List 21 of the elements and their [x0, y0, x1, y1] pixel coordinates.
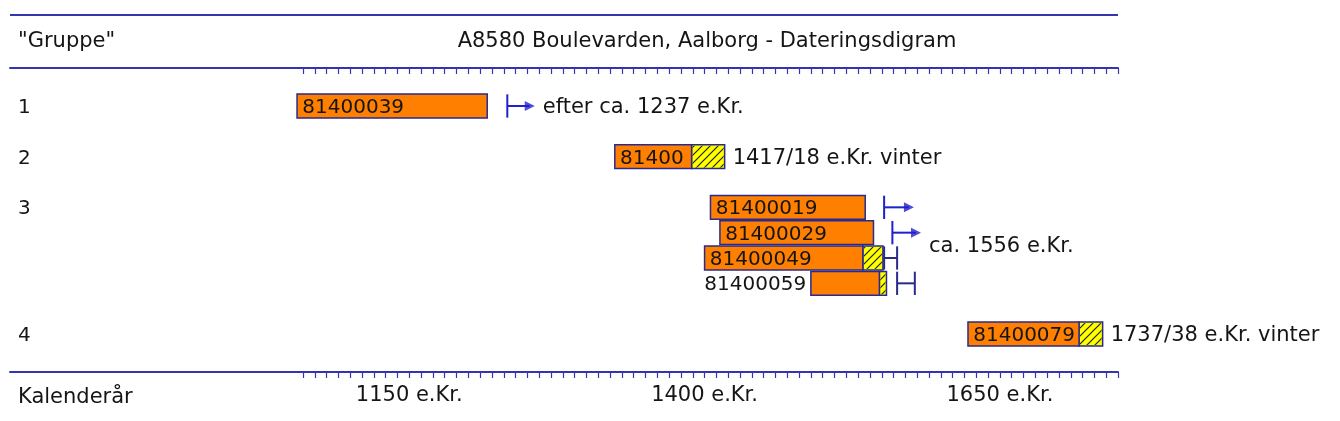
y-tick-label: 4 — [18, 322, 31, 346]
y-tick-label: 3 — [18, 195, 31, 220]
annotation: efter ca. 1237 e.Kr. — [542, 93, 744, 119]
series-label: 81400049 — [709, 246, 812, 270]
chart-title: A8580 Boulevarden, Aalborg - Dateringsdigram — [457, 27, 957, 53]
x-tick-label: 1400 e.Kr. — [651, 381, 758, 406]
series-label: 81400 — [620, 144, 684, 169]
y-tick-label: 1 — [18, 94, 31, 118]
x-tick-label: 1150 e.Kr. — [355, 381, 463, 406]
series-label: 81400059 — [704, 271, 807, 296]
annotation: 1417/18 e.Kr. vinter — [732, 143, 942, 170]
series-label: 81400039 — [302, 94, 405, 118]
series-label: 81400019 — [715, 195, 818, 220]
annotation: 1737/38 e.Kr. vinter — [1110, 321, 1320, 347]
x-tick-label: 1650 e.Kr. — [946, 381, 1054, 406]
series-label: 81400079 — [973, 322, 1076, 346]
y-axis-title: "Gruppe" — [18, 27, 116, 53]
annotation: ca. 1556 e.Kr. — [929, 232, 1074, 259]
series-label: 81400029 — [725, 220, 827, 245]
x-axis-title: Kalenderår — [18, 383, 133, 409]
y-tick-label: 2 — [18, 144, 31, 169]
